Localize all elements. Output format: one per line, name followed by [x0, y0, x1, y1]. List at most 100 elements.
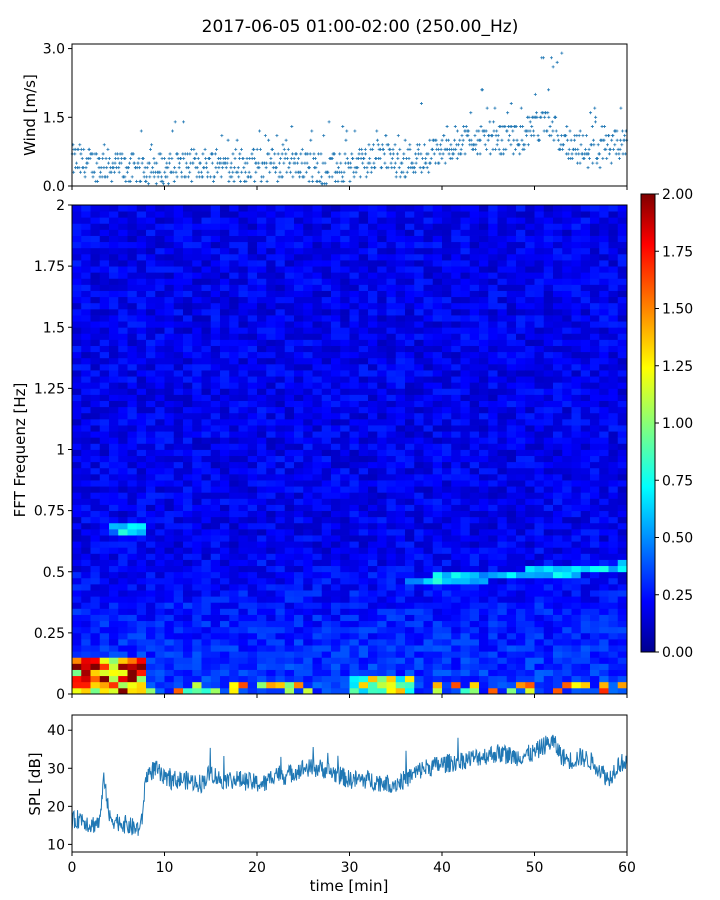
wind-point	[107, 157, 111, 161]
spectrogram-cell	[479, 321, 489, 328]
spectrogram-cell	[284, 388, 295, 395]
spectrogram-cell	[109, 351, 119, 359]
spectrogram-cell	[358, 382, 369, 389]
wind-point	[313, 157, 317, 161]
wind-point	[369, 170, 373, 174]
spectrogram-cell	[405, 535, 415, 542]
spectrogram-cell	[247, 223, 258, 230]
spectrogram-cell	[72, 675, 82, 683]
spectrogram-cell	[90, 663, 101, 670]
spectrogram-cell	[488, 522, 498, 530]
spectrogram-cell	[72, 577, 82, 585]
spectrogram-cell	[395, 516, 406, 524]
spectrogram-cell	[275, 528, 286, 536]
spectrogram-cell	[469, 223, 480, 230]
spectrogram-cell	[479, 461, 489, 469]
spectrogram-cell	[349, 657, 360, 664]
spectrogram-cell	[497, 602, 508, 609]
spectrogram-cell	[136, 638, 147, 646]
spectrogram-cell	[331, 217, 341, 224]
spectrogram-cell	[469, 412, 480, 420]
spectrogram-cell	[358, 315, 369, 322]
spectrogram-cell	[118, 406, 128, 414]
spectrogram-cell	[146, 498, 156, 505]
spectrogram-cell	[266, 394, 276, 401]
spectrogram-cell	[90, 510, 101, 518]
spectrogram-cell	[266, 626, 276, 634]
spectrogram-cell	[257, 211, 267, 218]
spectrogram-cell	[284, 583, 295, 591]
spectrogram-cell	[247, 645, 258, 652]
spectrogram-cell	[81, 559, 91, 567]
spectrogram-cell	[275, 632, 286, 640]
wind-point	[383, 161, 387, 165]
wind-point	[596, 143, 600, 147]
spectrogram-cell	[405, 217, 415, 224]
spectrogram-cell	[488, 247, 498, 255]
spectrogram-cell	[534, 223, 545, 230]
spectrogram-cell	[442, 559, 452, 567]
spectrogram-cell	[534, 437, 545, 444]
wind-point	[221, 166, 224, 170]
spectrogram-cell	[516, 357, 526, 365]
spectrogram-cell	[460, 241, 471, 249]
spectrogram-cell	[275, 504, 286, 512]
spectrogram-cell	[405, 382, 415, 389]
spectrogram-cell	[192, 272, 202, 279]
spectrogram-cell	[275, 308, 286, 316]
spectrogram-cell	[321, 645, 332, 652]
spectrogram-cell	[118, 321, 128, 328]
wind-point	[252, 157, 256, 161]
spectrogram-cell	[312, 687, 323, 695]
spectrogram-cell	[525, 247, 535, 255]
spectrogram-cell	[173, 296, 184, 304]
wind-point	[503, 124, 507, 128]
spectrogram-cell	[201, 535, 212, 542]
spectrogram-cell	[331, 590, 341, 597]
spectrogram-cell	[377, 681, 387, 689]
spectrogram-cell	[238, 473, 249, 481]
spectrogram-cell	[340, 608, 350, 615]
spectrogram-cell	[469, 669, 480, 677]
spectrogram-cell	[377, 205, 387, 212]
wind-point	[615, 138, 619, 142]
spectrogram-cell	[155, 315, 165, 322]
spectrogram-cell	[312, 431, 323, 438]
spectrogram-cell	[136, 400, 147, 408]
wind-point	[536, 134, 540, 138]
spectrogram-cell	[358, 473, 369, 481]
spectrogram-cell	[266, 357, 276, 365]
spectrogram-cell	[229, 638, 239, 646]
spectrogram-cell	[155, 437, 165, 444]
spectrogram-cell	[395, 418, 406, 426]
spectrogram-cell	[183, 461, 193, 469]
spectrogram-cell	[432, 247, 443, 255]
spectrogram-cell	[192, 504, 202, 512]
spectrogram-cell	[479, 327, 489, 334]
spectrogram-cell	[479, 590, 489, 597]
spectrogram-cell	[118, 412, 128, 420]
spectrogram-cell	[155, 412, 165, 420]
spectrogram-cell	[516, 632, 526, 640]
wind-point	[547, 88, 551, 92]
spectrogram-cell	[460, 687, 471, 695]
spectrogram-cell	[201, 247, 212, 255]
spectrogram-cell	[321, 290, 332, 298]
spectrogram-cell	[432, 596, 443, 603]
spectrogram-cell	[81, 406, 91, 414]
wind-point	[188, 170, 192, 174]
spectrogram-cell	[90, 467, 101, 475]
spectrogram-cell	[136, 327, 147, 334]
spectrogram-cell	[488, 553, 498, 560]
spectrogram-cell	[395, 608, 406, 615]
spectrogram-cell	[451, 467, 461, 475]
wind-point	[578, 161, 582, 165]
spectrogram-cell	[506, 333, 517, 340]
spectrogram-cell	[358, 486, 369, 493]
spectrogram-cell	[469, 473, 480, 481]
spectrogram-cell	[358, 565, 369, 573]
spectrogram-cell	[210, 590, 221, 597]
spectrogram-cell	[146, 382, 156, 389]
figure-title: 2017-06-05 01:00-02:00 (250.00_Hz)	[202, 17, 519, 37]
spectrogram-cell	[516, 333, 526, 340]
